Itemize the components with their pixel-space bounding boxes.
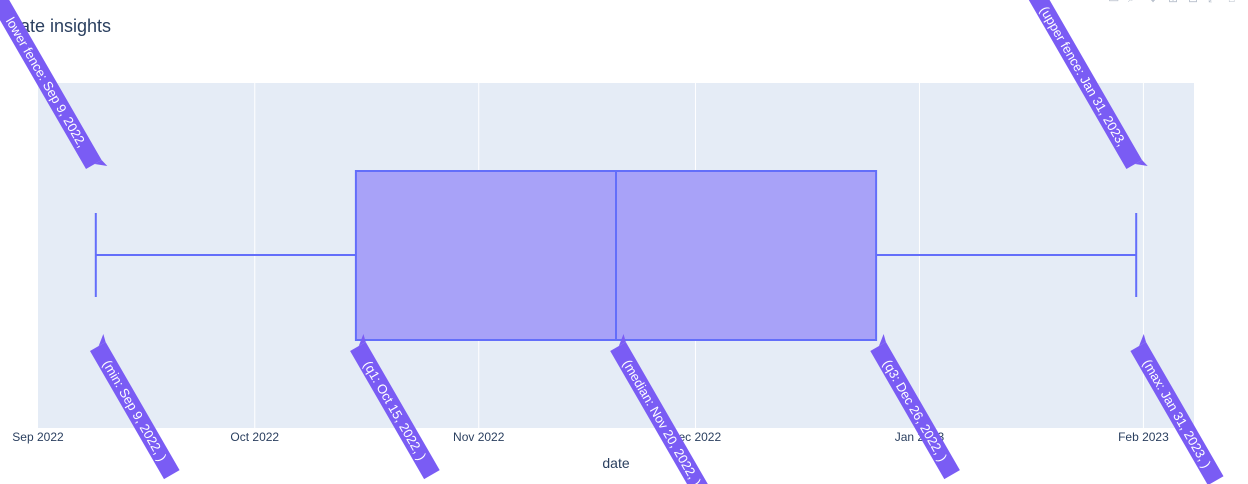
annotation-box <box>350 341 440 480</box>
annotation-box <box>1130 341 1224 484</box>
x-tick-label: Nov 2022 <box>453 430 505 444</box>
x-tick-label: Oct 2022 <box>230 430 279 444</box>
x-axis-title: date <box>602 455 629 471</box>
annotation-pointer <box>878 334 886 346</box>
autoscale-icon[interactable]: ⤢ <box>1208 0 1222 4</box>
annotation-box <box>1024 0 1142 170</box>
x-tick-label: Sep 2022 <box>12 430 64 444</box>
pan-icon[interactable]: ✥ <box>1148 0 1162 4</box>
x-tick-label: Dec 2022 <box>670 430 722 444</box>
camera-icon[interactable]: ▭ <box>1108 0 1122 4</box>
zoom-in-icon[interactable]: ⊞ <box>1168 0 1182 4</box>
zoom-out-icon[interactable]: ⊟ <box>1188 0 1202 4</box>
annotation-box <box>610 341 714 484</box>
x-tick-label: Feb 2023 <box>1118 430 1169 444</box>
reset-axes-icon[interactable]: ⌂ <box>1228 0 1242 4</box>
zoom-icon[interactable]: ⌕ <box>1128 0 1142 4</box>
annotation-pointer <box>358 334 366 346</box>
annotation-pointer <box>94 160 108 166</box>
annotation-box <box>0 0 102 170</box>
annotation-pointer <box>618 334 626 346</box>
modebar[interactable]: ▭ ⌕ ✥ ⊞ ⊟ ⤢ ⌂ <box>1108 0 1242 4</box>
annotation-box <box>870 341 960 480</box>
chart-title: ate insights <box>20 16 112 36</box>
annotation-pointer <box>1135 160 1148 166</box>
annotation-pointer <box>98 334 106 346</box>
annotation-box <box>90 341 180 480</box>
annotation-pointer <box>1139 334 1146 346</box>
